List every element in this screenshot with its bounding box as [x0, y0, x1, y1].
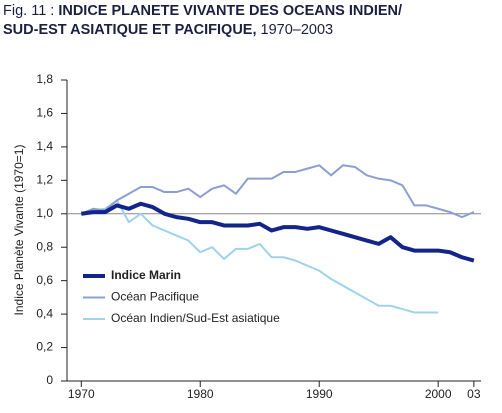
y-tick-label: 1,2 — [36, 173, 53, 187]
series-line — [80, 201, 475, 263]
y-tick-label: 1,4 — [36, 139, 53, 153]
legend-label: Océan Pacifique — [111, 290, 199, 304]
y-axis-label: Indice Planète Vivante (1970=1) — [12, 145, 26, 316]
series-line — [81, 199, 439, 314]
y-tick-label: 0,2 — [36, 340, 53, 354]
chart-title: SUD-EST ASIATIQUE ET PACIFIQUE, — [3, 22, 257, 38]
y-tick-label: 1,8 — [36, 72, 53, 86]
x-tick-label: 03 — [467, 387, 481, 401]
chart-subtitle: 1970–2003 — [261, 22, 334, 38]
y-tick-label: 1,6 — [36, 106, 53, 120]
chart-title: INDICE PLANETE VIVANTE DES OCEANS INDIEN… — [58, 3, 402, 19]
x-tick-label: 2000 — [425, 387, 452, 401]
title-line: Fig. 11 : INDICE PLANETE VIVANTE DES OCEA… — [3, 3, 402, 19]
y-tick-label: 0,8 — [36, 239, 53, 253]
x-tick-label: 1970 — [68, 387, 95, 401]
title-line: SUD-EST ASIATIQUE ET PACIFIQUE, 1970–2003 — [3, 22, 333, 38]
legend-label: Indice Marin — [111, 268, 181, 282]
x-tick-label: 1980 — [187, 387, 214, 401]
fig-label: Fig. 11 : — [3, 3, 54, 19]
legend-label: Océan Indien/Sud-Est asiatique — [111, 311, 280, 325]
y-tick-label: 0 — [46, 373, 53, 387]
y-tick-label: 0,6 — [36, 273, 53, 287]
x-tick-label: 1990 — [306, 387, 333, 401]
y-tick-label: 1,0 — [36, 206, 53, 220]
series-line — [80, 164, 475, 219]
y-tick-label: 0,4 — [36, 306, 53, 320]
